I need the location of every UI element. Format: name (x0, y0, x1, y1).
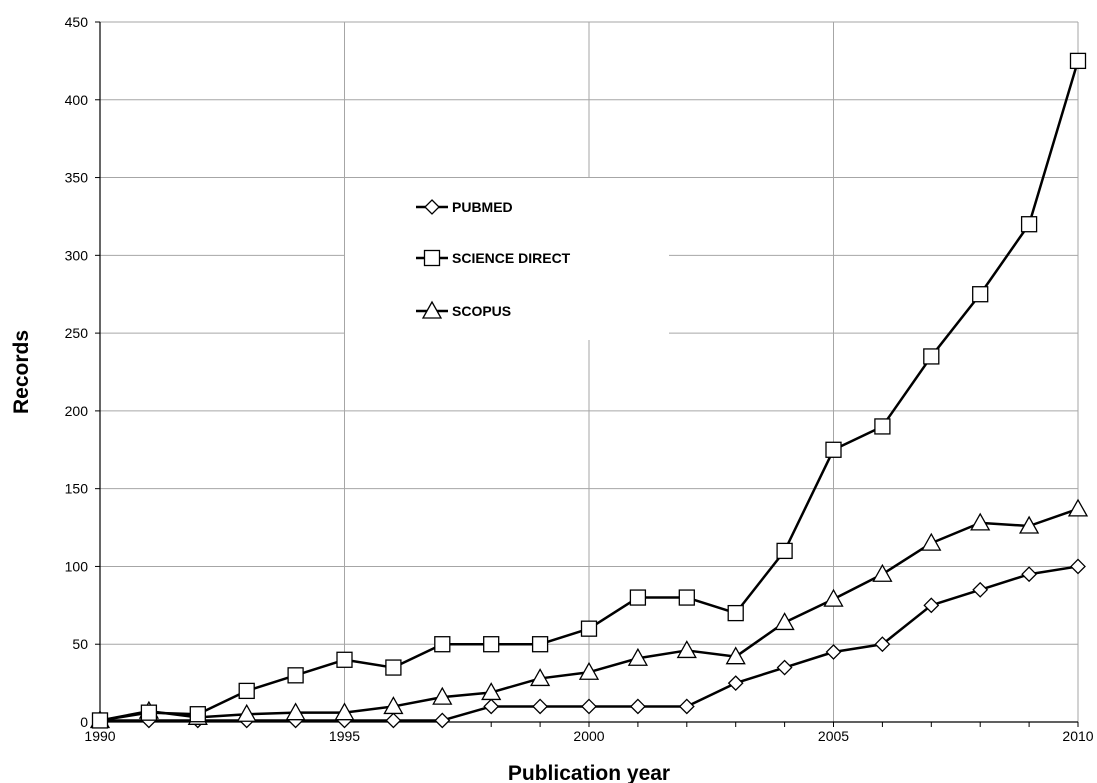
data-point-square (972, 286, 989, 303)
data-point-square (678, 589, 695, 606)
legend-background (345, 178, 669, 340)
legend-marker-square (423, 249, 441, 267)
y-tick-label: 150 (65, 481, 89, 497)
data-point-diamond (678, 698, 695, 715)
data-point-triangle (774, 612, 795, 631)
data-point-triangle (676, 640, 697, 659)
data-point-square (238, 682, 255, 700)
data-point-diamond (385, 712, 402, 729)
data-point-triangle (627, 647, 649, 666)
data-point-square (483, 636, 500, 653)
data-point-diamond (1070, 558, 1086, 575)
data-point-square (776, 542, 793, 560)
y-tick-label: 200 (65, 403, 89, 419)
data-point-diamond (629, 698, 646, 715)
x-tick-label: 1995 (329, 728, 360, 744)
data-point-square (531, 636, 549, 653)
data-point-diamond (727, 675, 744, 692)
data-point-triangle (334, 702, 355, 721)
y-tick-label: 300 (65, 247, 89, 263)
data-point-diamond (532, 698, 549, 715)
data-point-triangle (383, 696, 404, 715)
y-tick-label: 400 (65, 92, 89, 108)
y-tick-label: 350 (65, 170, 89, 186)
data-point-triangle (578, 661, 600, 680)
data-point-square (1020, 216, 1038, 233)
legend-label: PUBMED (452, 199, 513, 215)
data-point-diamond (923, 597, 940, 614)
x-axis-title: Publication year (508, 762, 670, 783)
data-point-square (629, 589, 647, 606)
legend-marker-triangle (421, 300, 443, 319)
data-point-square (91, 712, 109, 729)
data-point-triangle (1018, 515, 1040, 534)
data-point-square (874, 418, 891, 435)
y-tick-label: 100 (65, 558, 89, 574)
data-point-diamond (434, 712, 451, 729)
legend-label: SCOPUS (452, 303, 511, 319)
data-point-diamond (1021, 566, 1038, 583)
data-point-diamond (972, 581, 989, 598)
data-point-square (385, 659, 402, 676)
data-point-triangle (921, 532, 942, 551)
data-point-square (727, 604, 744, 622)
data-point-square (825, 441, 842, 458)
data-point-square (434, 636, 451, 653)
data-point-triangle (823, 588, 844, 607)
x-tick-label: 2000 (573, 728, 604, 744)
y-tick-label: 0 (80, 714, 88, 730)
data-point-triangle (872, 563, 893, 582)
data-point-triangle (725, 646, 746, 665)
data-point-square (287, 667, 304, 684)
legend-label: SCIENCE DIRECT (452, 250, 571, 266)
data-point-diamond (581, 698, 597, 715)
y-axis-title: Records (10, 330, 33, 414)
data-point-triangle (285, 702, 306, 721)
data-point-diamond (874, 636, 891, 653)
x-tick-label: 1990 (84, 728, 115, 744)
data-point-triangle (236, 703, 257, 722)
data-point-square (923, 348, 940, 365)
data-point-triangle (481, 682, 502, 701)
x-tick-label: 2005 (818, 728, 849, 744)
legend: PUBMED SCIENCE DIRECT SCOPUS (416, 199, 571, 319)
data-point-square (140, 704, 158, 721)
x-tick-label: 2010 (1062, 728, 1093, 744)
y-tick-label: 250 (65, 325, 89, 341)
data-point-diamond (825, 644, 842, 660)
data-point-square (580, 620, 598, 637)
data-point-square (189, 706, 206, 723)
y-tick-label: 450 (65, 14, 89, 30)
data-point-square (336, 651, 353, 668)
data-point-triangle (432, 686, 453, 705)
data-point-triangle (529, 668, 551, 687)
data-point-diamond (776, 659, 793, 676)
data-point-diamond (483, 698, 500, 715)
data-point-triangle (970, 512, 991, 531)
y-tick-label: 50 (72, 636, 88, 652)
legend-marker-diamond (424, 199, 440, 215)
series-markers (89, 52, 1089, 729)
data-point-square (1069, 52, 1087, 70)
data-point-triangle (1067, 498, 1089, 517)
axis-tick-labels: 0 50 100 150 200 250 300 350 400 450 1990 1995 2000 2… (65, 14, 1094, 744)
